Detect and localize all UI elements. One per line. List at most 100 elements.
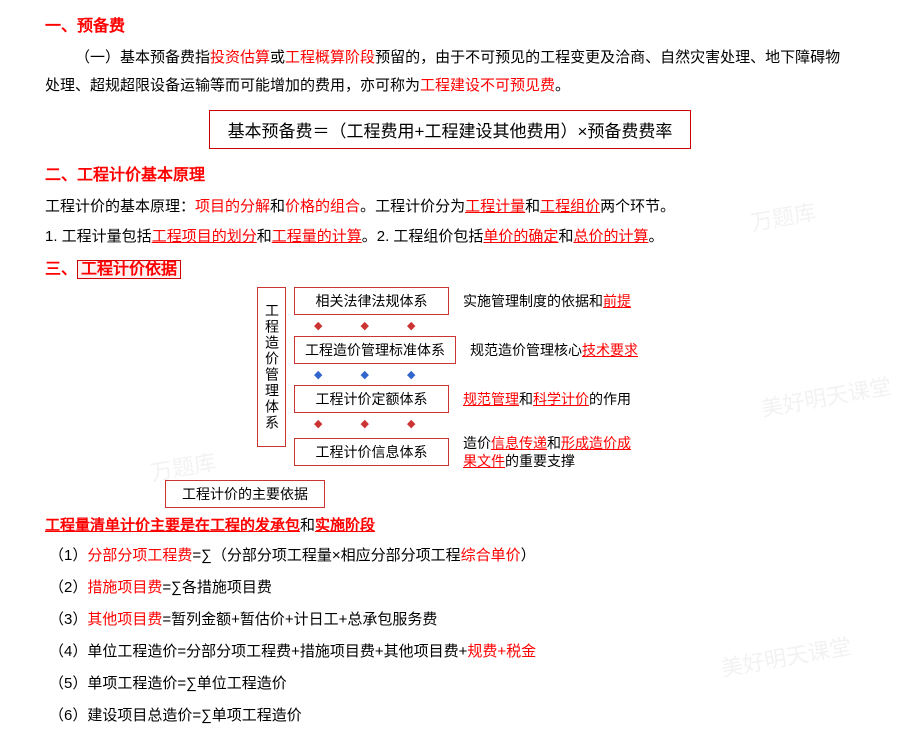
text: 的作用 [589, 391, 631, 407]
list-item: （4）单位工程造价=分部分项工程费+措施项目费+其他项目费+规费+税金 [49, 637, 855, 667]
text: =∑（分部分项工程量×相应分部分项工程 [192, 547, 460, 564]
diagram-desc: 规范管理和科学计价的作用 [463, 389, 631, 409]
keyword-underline: 工程量的计算 [272, 228, 362, 245]
text: 。 [555, 77, 570, 94]
text: 1. 工程计量包括 [45, 228, 152, 245]
diamond-icon: ◆ [314, 417, 322, 430]
keyword: 投资估算 [210, 49, 270, 66]
text: 和 [257, 228, 272, 245]
heading-boxed: 工程计价依据 [77, 260, 181, 279]
keyword-underline: 总价的计算 [573, 228, 648, 245]
diagram-vertical-label: 工程造价管理体系 [257, 287, 286, 447]
diamond-icon: ◆ [407, 417, 415, 430]
list-item: （6）建设项目总造价=∑单项工程造价 [49, 701, 855, 731]
list-item: （5）单项工程造价=∑单位工程造价 [49, 669, 855, 699]
text: 。 [648, 228, 663, 245]
diamond-icon: ◆ [407, 368, 415, 381]
text: 单项工程造价=∑单位工程造价 [87, 675, 286, 692]
section-1-paragraph: （一）基本预备费指投资估算或工程概算阶段预留的，由于不可预见的工程变更及洽商、自… [45, 44, 855, 100]
keyword-underline: 单价的确定 [483, 228, 558, 245]
keyword: 技术要求 [582, 342, 638, 358]
keyword-underline: 工程项目的划分 [152, 228, 257, 245]
diagram-desc: 实施管理制度的依据和前提 [463, 291, 631, 311]
diamond-divider: ◆ ◆ ◆ [294, 417, 643, 430]
keyword: 科学计价 [533, 391, 589, 407]
diagram-desc: 规范造价管理核心技术要求 [470, 340, 638, 360]
section-2-para-2: 1. 工程计量包括工程项目的划分和工程量的计算。2. 工程组价包括单价的确定和总… [45, 223, 855, 251]
heading-prefix: 三、 [45, 261, 77, 278]
diagram-node: 工程计价定额体系 [294, 385, 449, 413]
section-1-heading: 一、预备费 [45, 12, 855, 36]
diagram-foot-box: 工程计价的主要依据 [165, 480, 325, 508]
item-number: （6） [49, 707, 87, 724]
text: 造价 [463, 435, 491, 451]
diamond-icon: ◆ [360, 319, 368, 332]
diamond-divider: ◆ ◆ ◆ [294, 319, 643, 332]
diagram-rows: 相关法律法规体系 实施管理制度的依据和前提 ◆ ◆ ◆ 工程造价管理标准体系 规范造… [294, 287, 643, 470]
document-page: 美好明天课堂 万题库 美好明天课堂 万题库 一、预备费 （一）基本预备费指投资估… [0, 0, 900, 743]
text: 。工程计价分为 [360, 198, 465, 215]
item-number: （4） [49, 643, 87, 660]
diagram-node: 工程造价管理标准体系 [294, 336, 456, 364]
diagram-node: 工程计价信息体系 [294, 438, 449, 466]
keyword: 其他项目费 [87, 611, 162, 628]
item-number: （2） [49, 579, 87, 596]
diagram-row: 相关法律法规体系 实施管理制度的依据和前提 [294, 287, 643, 315]
text: =暂列金额+暂估价+计日工+总承包服务费 [162, 611, 437, 628]
text: 。2. 工程组价包括 [362, 228, 484, 245]
list-item: （2）措施项目费=∑各措施项目费 [49, 573, 855, 603]
text: 和 [547, 435, 561, 451]
text: 和 [525, 198, 540, 215]
text: 和 [519, 391, 533, 407]
item-number: （1） [49, 547, 87, 564]
keyword: 信息传递 [491, 435, 547, 451]
diamond-divider: ◆ ◆ ◆ [294, 368, 643, 381]
diagram-container: 工程造价管理体系 相关法律法规体系 实施管理制度的依据和前提 ◆ ◆ ◆ 工程造价管… [45, 287, 855, 470]
text: 和 [270, 198, 285, 215]
keyword: 工程概算阶段 [285, 49, 375, 66]
text: =∑各措施项目费 [162, 579, 271, 596]
title-underline-text: 工程量清单计价主要是在工程的发承包 [45, 517, 300, 534]
diamond-icon: ◆ [360, 368, 368, 381]
text: ） [521, 547, 536, 564]
text: （一）基本预备费指 [75, 49, 210, 66]
diagram-row: 工程计价信息体系 造价信息传递和形成造价成果文件的重要支撑 [294, 434, 643, 470]
diamond-icon: ◆ [407, 319, 415, 332]
diagram-node: 相关法律法规体系 [294, 287, 449, 315]
diamond-icon: ◆ [360, 417, 368, 430]
text: 两个环节。 [600, 198, 675, 215]
text: 工程计价的基本原理： [45, 198, 195, 215]
keyword-underline: 工程组价 [540, 198, 600, 215]
diamond-icon: ◆ [314, 319, 322, 332]
diagram-row: 工程造价管理标准体系 规范造价管理核心技术要求 [294, 336, 643, 364]
diagram-row: 工程计价定额体系 规范管理和科学计价的作用 [294, 385, 643, 413]
keyword: 综合单价 [461, 547, 521, 564]
keyword: 规范管理 [463, 391, 519, 407]
text: 和 [558, 228, 573, 245]
keyword: 前提 [603, 293, 631, 309]
section-2-heading: 二、工程计价基本原理 [45, 161, 855, 185]
section-2-para-1: 工程计价的基本原理：项目的分解和价格的组合。工程计价分为工程计量和工程组价两个环… [45, 193, 855, 221]
text: 实施管理制度的依据和 [463, 293, 603, 309]
list-item: （1）分部分项工程费=∑（分部分项工程量×相应分部分项工程综合单价） [49, 541, 855, 571]
text: 或 [270, 49, 285, 66]
diagram-desc: 造价信息传递和形成造价成果文件的重要支撑 [463, 434, 643, 470]
vertical-text: 工程造价管理体系 [263, 303, 280, 431]
keyword-underline: 工程计量 [465, 198, 525, 215]
diamond-icon: ◆ [314, 368, 322, 381]
section-4-title: 工程量清单计价主要是在工程的发承包和实施阶段 [45, 514, 855, 535]
formula-container: 基本预备费＝（工程费用+工程建设其他费用）×预备费费率 [45, 110, 855, 149]
keyword: 工程建设不可预见费 [420, 77, 555, 94]
item-number: （3） [49, 611, 87, 628]
keyword: 分部分项工程费 [87, 547, 192, 564]
text: 和 [300, 517, 315, 534]
item-number: （5） [49, 675, 87, 692]
section-3-heading: 三、工程计价依据 [45, 255, 855, 279]
list-item: （3）其他项目费=暂列金额+暂估价+计日工+总承包服务费 [49, 605, 855, 635]
text: 规范造价管理核心 [470, 342, 582, 358]
text: 单位工程造价=分部分项工程费+措施项目费+其他项目费+ [87, 643, 467, 660]
title-underline-text: 实施阶段 [315, 517, 375, 534]
keyword: 项目的分解 [195, 198, 270, 215]
keyword: 规费+税金 [467, 643, 536, 660]
keyword: 措施项目费 [87, 579, 162, 596]
